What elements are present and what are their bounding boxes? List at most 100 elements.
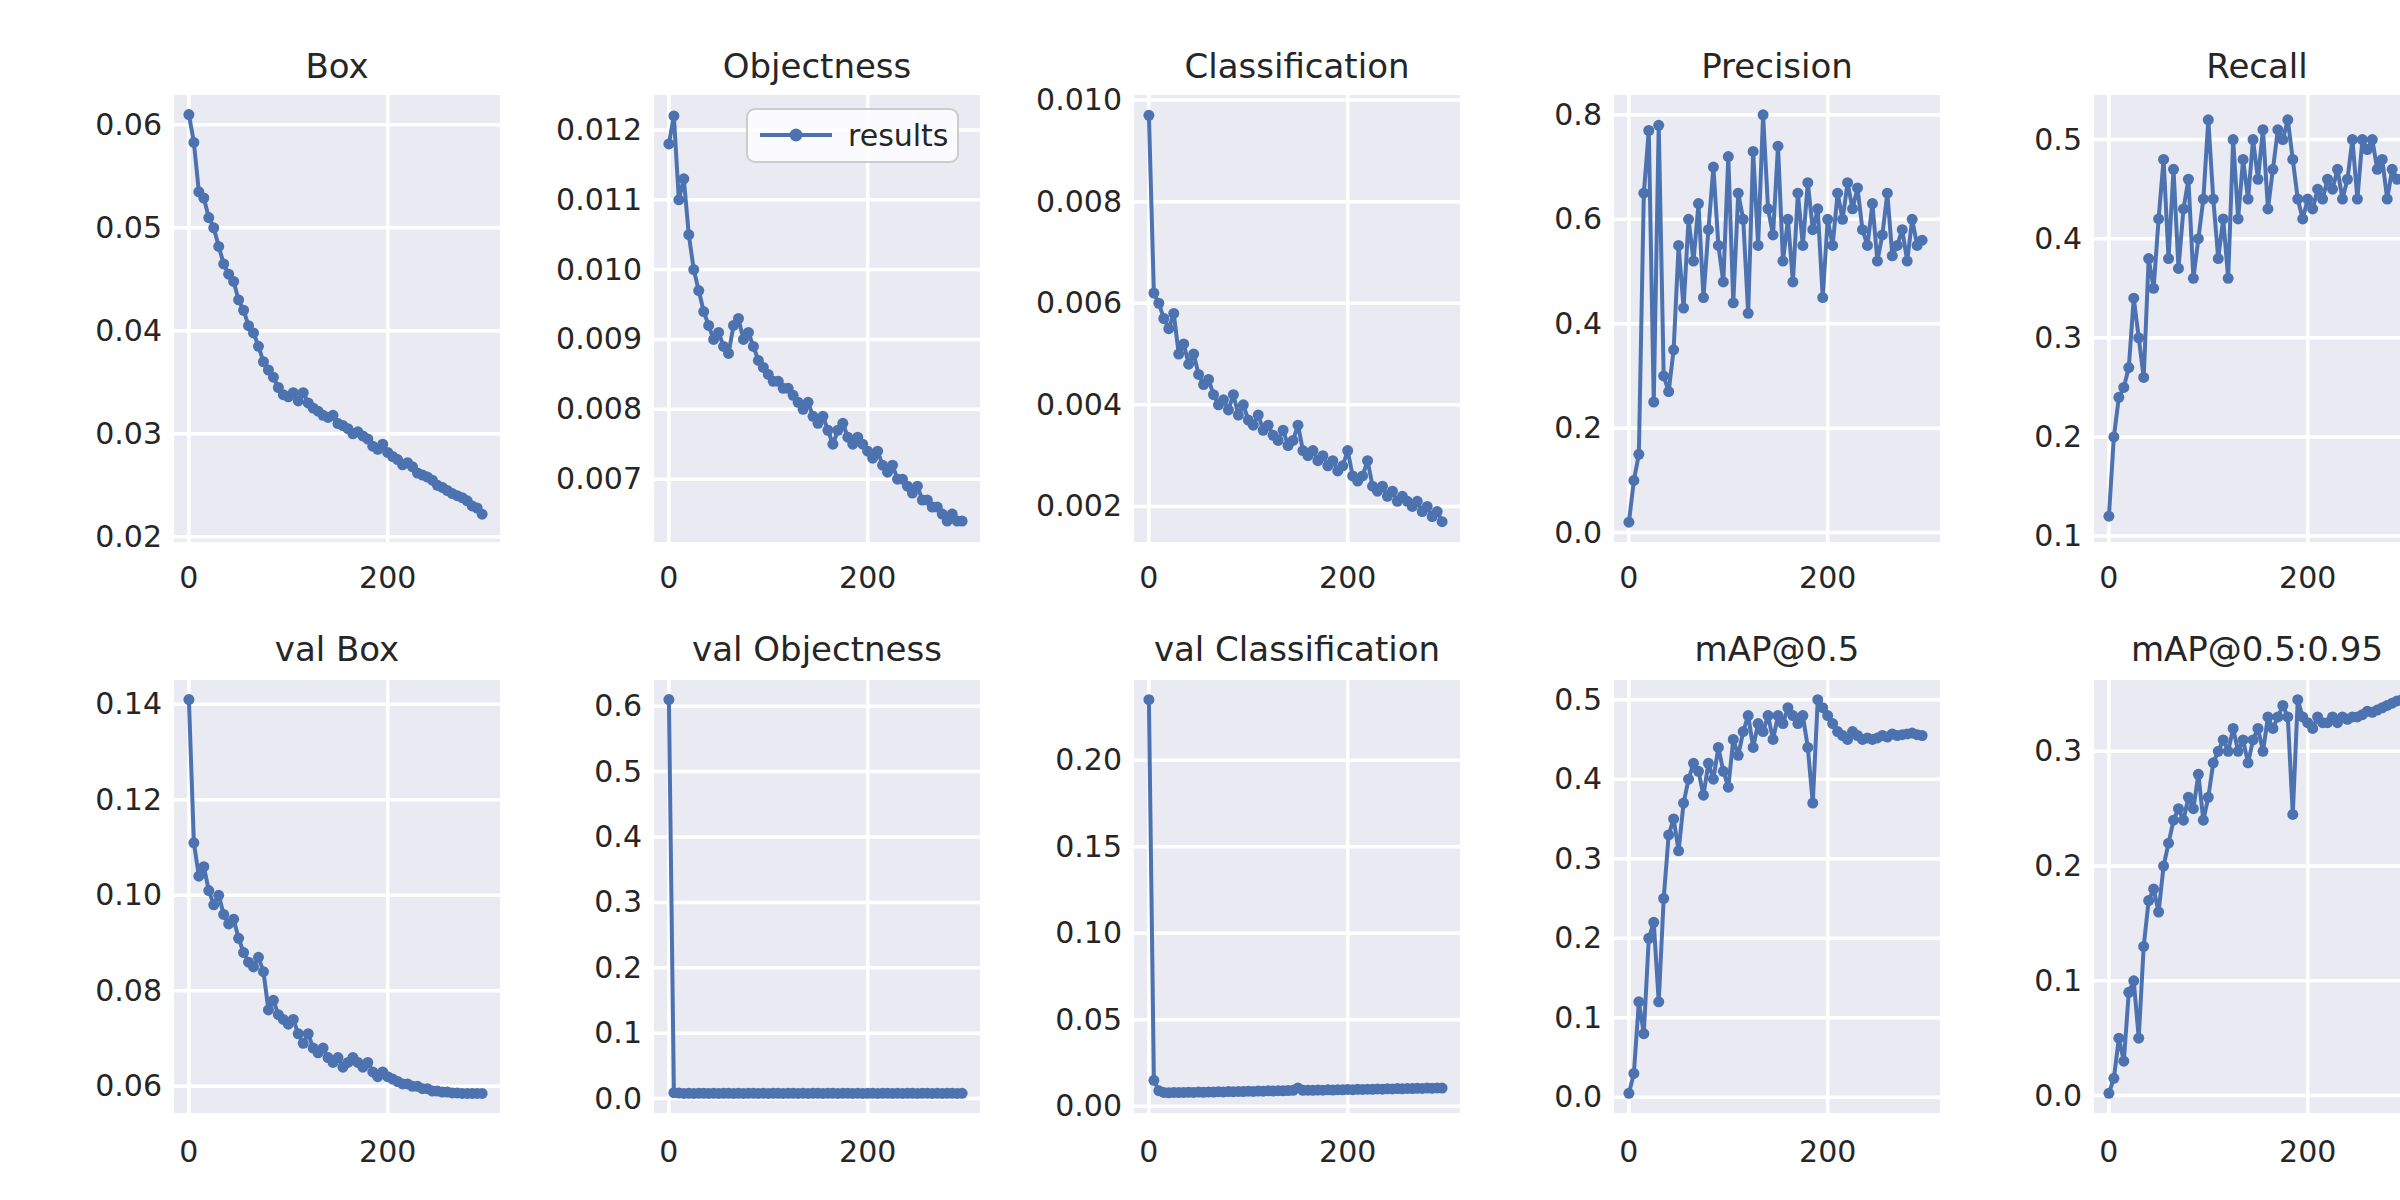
- y-tick-label: 0.008: [1036, 184, 1122, 219]
- data-point: [2218, 213, 2229, 224]
- data-point: [198, 861, 209, 872]
- data-point: [1658, 370, 1669, 381]
- data-point: [1623, 517, 1634, 528]
- data-point: [2238, 154, 2249, 165]
- data-point: [1228, 389, 1239, 400]
- y-tick-label: 0.6: [1554, 201, 1602, 236]
- subplot-val-classification-canvas: 02000.000.050.100.150.20val Classificati…: [1000, 616, 1480, 1200]
- data-point: [1738, 726, 1749, 737]
- data-point: [1703, 224, 1714, 235]
- data-point: [268, 372, 279, 383]
- data-point: [1772, 141, 1783, 152]
- data-point: [1643, 125, 1654, 136]
- data-point: [1278, 425, 1289, 436]
- data-point: [1208, 389, 1219, 400]
- y-tick-label: 0.1: [2034, 963, 2082, 998]
- data-point: [2228, 723, 2239, 734]
- y-tick-label: 0.14: [95, 686, 162, 721]
- y-tick-label: 0.0: [1554, 515, 1602, 550]
- data-point: [912, 481, 923, 492]
- data-point: [2277, 700, 2288, 711]
- data-point: [1807, 798, 1818, 809]
- data-point: [1173, 349, 1184, 360]
- data-point: [288, 1014, 299, 1025]
- data-point: [2188, 803, 2199, 814]
- data-point: [2188, 273, 2199, 284]
- data-point: [1663, 386, 1674, 397]
- data-point: [2158, 861, 2169, 872]
- data-point: [1193, 369, 1204, 380]
- data-point: [1673, 240, 1684, 251]
- subplot-map50-95-canvas: 02000.00.10.20.3mAP@0.5:0.95: [1960, 616, 2400, 1200]
- subplot-precision: 02000.00.20.40.60.8Precision: [1480, 16, 1960, 616]
- data-point: [2143, 895, 2154, 906]
- data-point: [1643, 933, 1654, 944]
- data-point: [1683, 774, 1694, 785]
- data-point: [1892, 240, 1903, 251]
- data-point: [1668, 344, 1679, 355]
- data-point: [2133, 332, 2144, 343]
- y-tick-label: 0.08: [95, 973, 162, 1008]
- data-point: [1817, 292, 1828, 303]
- data-point: [1852, 182, 1863, 193]
- data-point: [2248, 134, 2259, 145]
- data-point: [2143, 253, 2154, 264]
- y-tick-label: 0.011: [556, 182, 642, 217]
- data-point: [2168, 164, 2179, 175]
- subplot-val-objectness-canvas: 02000.00.10.20.30.40.50.6val Objectness: [520, 616, 1000, 1200]
- data-point: [198, 192, 209, 203]
- y-tick-label: 0.4: [2034, 221, 2082, 256]
- data-point: [2108, 1073, 2119, 1084]
- data-point: [218, 909, 229, 920]
- data-point: [1877, 229, 1888, 240]
- data-point: [183, 694, 194, 705]
- data-point: [268, 995, 279, 1006]
- data-point: [1623, 1088, 1634, 1099]
- data-point: [2372, 164, 2383, 175]
- data-point: [1812, 203, 1823, 214]
- data-point: [1768, 734, 1779, 745]
- data-point: [2262, 203, 2273, 214]
- data-point: [1327, 455, 1338, 466]
- data-point: [253, 341, 264, 352]
- data-point: [1758, 726, 1769, 737]
- data-point: [2307, 203, 2318, 214]
- y-tick-label: 0.006: [1036, 285, 1122, 320]
- data-point: [743, 327, 754, 338]
- data-point: [2168, 815, 2179, 826]
- data-point: [1723, 151, 1734, 162]
- data-point: [1728, 734, 1739, 745]
- data-point: [228, 276, 239, 287]
- subplot-val-box: 02000.060.080.100.120.14val Box: [40, 616, 520, 1200]
- data-point: [673, 194, 684, 205]
- x-tick-label: 200: [839, 560, 896, 595]
- data-point: [1412, 496, 1423, 507]
- subplot-title: mAP@0.5: [1695, 629, 1860, 669]
- data-point: [2262, 711, 2273, 722]
- y-tick-label: 0.1: [2034, 518, 2082, 553]
- data-point: [1273, 435, 1284, 446]
- data-point: [1688, 256, 1699, 267]
- data-point: [822, 425, 833, 436]
- data-point: [2213, 746, 2224, 757]
- data-point: [2248, 734, 2259, 745]
- data-point: [1748, 146, 1759, 157]
- subplot-title: Recall: [2206, 46, 2307, 86]
- y-tick-label: 0.010: [1036, 82, 1122, 117]
- data-point: [2213, 253, 2224, 264]
- subplot-box: 02000.020.030.040.050.06Box: [40, 16, 520, 616]
- data-point: [663, 694, 674, 705]
- data-point: [2307, 723, 2318, 734]
- y-tick-label: 0.20: [1055, 742, 1122, 777]
- data-point: [1668, 813, 1679, 824]
- data-point: [1907, 214, 1918, 225]
- data-point: [2352, 194, 2363, 205]
- data-point: [1203, 374, 1214, 385]
- data-point: [2302, 194, 2313, 205]
- data-point: [683, 229, 694, 240]
- data-point: [477, 509, 488, 520]
- x-tick-label: 0: [179, 1134, 198, 1169]
- data-point: [213, 241, 224, 252]
- data-point: [2103, 1088, 2114, 1099]
- y-tick-label: 0.10: [1055, 915, 1122, 950]
